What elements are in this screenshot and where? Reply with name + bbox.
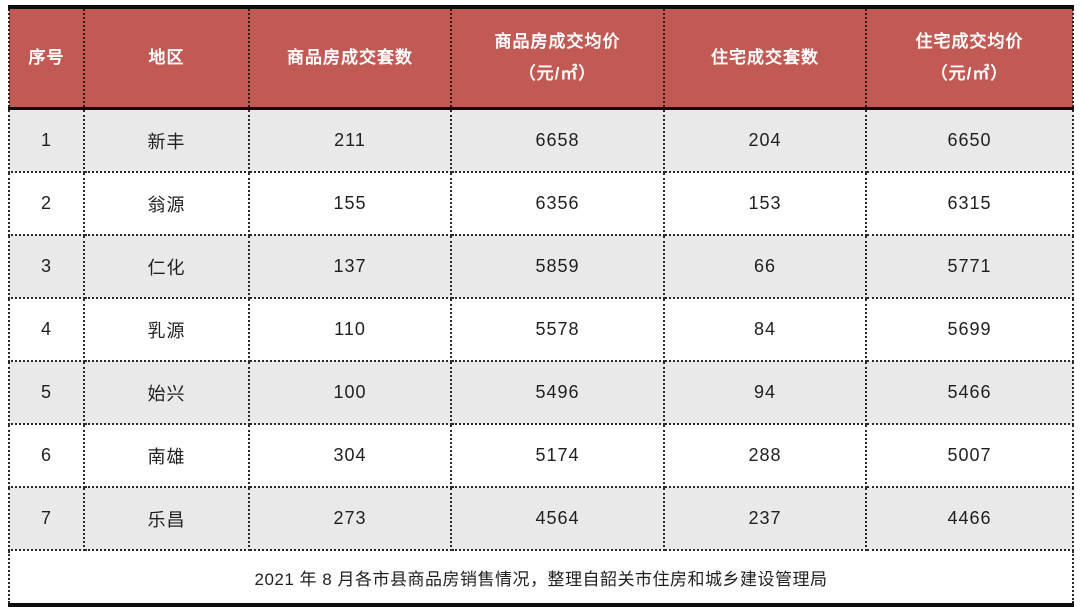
col-header-commercial-units: 商品房成交套数 xyxy=(248,7,452,110)
cell-commercial-price: 5174 xyxy=(450,423,665,488)
cell-commercial-units: 137 xyxy=(248,234,452,299)
cell-residential-units: 153 xyxy=(663,171,867,236)
col-header-residential-units-label: 住宅成交套数 xyxy=(711,47,819,67)
table-row: 7 乐昌 273 4564 237 4466 xyxy=(8,486,1074,551)
cell-commercial-units: 273 xyxy=(248,486,452,551)
cell-residential-price: 5771 xyxy=(865,234,1074,299)
cell-residential-price: 4466 xyxy=(865,486,1074,551)
col-header-commercial-price-unit: （元/㎡） xyxy=(518,64,597,83)
cell-commercial-price: 4564 xyxy=(450,486,665,551)
cell-residential-price: 6650 xyxy=(865,107,1074,173)
cell-residential-price: 5699 xyxy=(865,297,1074,362)
cell-region: 仁化 xyxy=(83,234,250,299)
table-row: 3 仁化 137 5859 66 5771 xyxy=(8,234,1074,299)
cell-commercial-units: 110 xyxy=(248,297,452,362)
table-header: 序号 地区 商品房成交套数 商品房成交均价 （元/㎡） 住宅成交套数 住宅成交均… xyxy=(8,7,1074,110)
col-header-commercial-units-label: 商品房成交套数 xyxy=(287,47,413,67)
col-header-region-label: 地区 xyxy=(148,47,185,67)
col-header-residential-price-unit: （元/㎡） xyxy=(930,64,1009,83)
cell-index: 7 xyxy=(8,486,85,551)
table-body: 1 新丰 211 6658 204 6650 2 翁源 155 6356 153… xyxy=(8,107,1074,551)
cell-index: 3 xyxy=(8,234,85,299)
table-row: 2 翁源 155 6356 153 6315 xyxy=(8,171,1074,236)
cell-commercial-price: 6356 xyxy=(450,171,665,236)
cell-residential-units: 288 xyxy=(663,423,867,488)
cell-region: 始兴 xyxy=(83,360,250,425)
cell-residential-units: 94 xyxy=(663,360,867,425)
housing-sales-table: 序号 地区 商品房成交套数 商品房成交均价 （元/㎡） 住宅成交套数 住宅成交均… xyxy=(8,5,1074,607)
col-header-commercial-price: 商品房成交均价 （元/㎡） xyxy=(450,7,665,110)
cell-region: 南雄 xyxy=(83,423,250,488)
cell-region: 翁源 xyxy=(83,171,250,236)
col-header-residential-price-label: 住宅成交均价 xyxy=(915,31,1024,51)
cell-residential-units: 237 xyxy=(663,486,867,551)
cell-residential-price: 6315 xyxy=(865,171,1074,236)
cell-commercial-price: 6658 xyxy=(450,107,665,173)
cell-index: 4 xyxy=(8,297,85,362)
col-header-residential-price: 住宅成交均价 （元/㎡） xyxy=(865,7,1074,110)
cell-commercial-units: 155 xyxy=(248,171,452,236)
cell-commercial-price: 5496 xyxy=(450,360,665,425)
table-footer: 2021 年 8 月各市县商品房销售情况，整理自韶关市住房和城乡建设管理局 xyxy=(9,549,1073,605)
cell-commercial-price: 5859 xyxy=(450,234,665,299)
cell-index: 2 xyxy=(8,171,85,236)
col-header-residential-units: 住宅成交套数 xyxy=(663,7,867,110)
col-header-index: 序号 xyxy=(8,7,85,110)
footer-row: 2021 年 8 月各市县商品房销售情况，整理自韶关市住房和城乡建设管理局 xyxy=(9,549,1073,605)
col-header-commercial-price-label: 商品房成交均价 xyxy=(494,31,621,51)
table-row: 6 南雄 304 5174 288 5007 xyxy=(8,423,1074,488)
cell-residential-units: 204 xyxy=(663,107,867,173)
cell-commercial-price: 5578 xyxy=(450,297,665,362)
col-header-index-label: 序号 xyxy=(28,47,65,67)
header-row: 序号 地区 商品房成交套数 商品房成交均价 （元/㎡） 住宅成交套数 住宅成交均… xyxy=(8,7,1074,110)
cell-index: 1 xyxy=(8,107,85,173)
cell-commercial-units: 211 xyxy=(248,107,452,173)
cell-residential-units: 66 xyxy=(663,234,867,299)
cell-commercial-units: 304 xyxy=(248,423,452,488)
cell-residential-units: 84 xyxy=(663,297,867,362)
cell-commercial-units: 100 xyxy=(248,360,452,425)
cell-region: 新丰 xyxy=(83,107,250,173)
cell-region: 乳源 xyxy=(83,297,250,362)
table-row: 1 新丰 211 6658 204 6650 xyxy=(8,107,1074,173)
cell-index: 6 xyxy=(8,423,85,488)
table-row: 5 始兴 100 5496 94 5466 xyxy=(8,360,1074,425)
cell-residential-price: 5007 xyxy=(865,423,1074,488)
cell-region: 乐昌 xyxy=(83,486,250,551)
cell-index: 5 xyxy=(8,360,85,425)
cell-residential-price: 5466 xyxy=(865,360,1074,425)
table-source-note: 2021 年 8 月各市县商品房销售情况，整理自韶关市住房和城乡建设管理局 xyxy=(9,549,1073,605)
col-header-region: 地区 xyxy=(83,7,250,110)
table-row: 4 乳源 110 5578 84 5699 xyxy=(8,297,1074,362)
